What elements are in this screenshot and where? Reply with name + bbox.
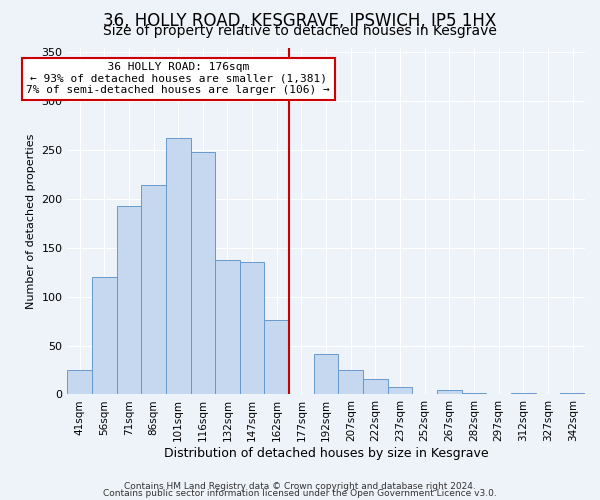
Bar <box>240 262 265 394</box>
Bar <box>166 138 191 394</box>
Text: 36, HOLLY ROAD, KESGRAVE, IPSWICH, IP5 1HX: 36, HOLLY ROAD, KESGRAVE, IPSWICH, IP5 1… <box>103 12 497 30</box>
Bar <box>191 152 215 394</box>
Text: 36 HOLLY ROAD: 176sqm  
← 93% of detached houses are smaller (1,381)
7% of semi-: 36 HOLLY ROAD: 176sqm ← 93% of detached … <box>26 62 330 96</box>
Text: Contains public sector information licensed under the Open Government Licence v3: Contains public sector information licen… <box>103 490 497 498</box>
Bar <box>437 390 462 394</box>
Bar <box>363 379 388 394</box>
Bar <box>511 392 536 394</box>
Bar <box>116 206 141 394</box>
Bar <box>92 277 116 394</box>
Bar <box>560 392 585 394</box>
Text: Size of property relative to detached houses in Kesgrave: Size of property relative to detached ho… <box>103 24 497 38</box>
X-axis label: Distribution of detached houses by size in Kesgrave: Distribution of detached houses by size … <box>164 447 488 460</box>
Bar <box>141 186 166 394</box>
Bar <box>265 320 289 394</box>
Bar <box>67 370 92 394</box>
Bar <box>338 370 363 394</box>
Bar <box>388 386 412 394</box>
Bar <box>314 354 338 395</box>
Text: Contains HM Land Registry data © Crown copyright and database right 2024.: Contains HM Land Registry data © Crown c… <box>124 482 476 491</box>
Bar <box>215 260 240 394</box>
Bar <box>462 392 487 394</box>
Y-axis label: Number of detached properties: Number of detached properties <box>26 134 35 308</box>
